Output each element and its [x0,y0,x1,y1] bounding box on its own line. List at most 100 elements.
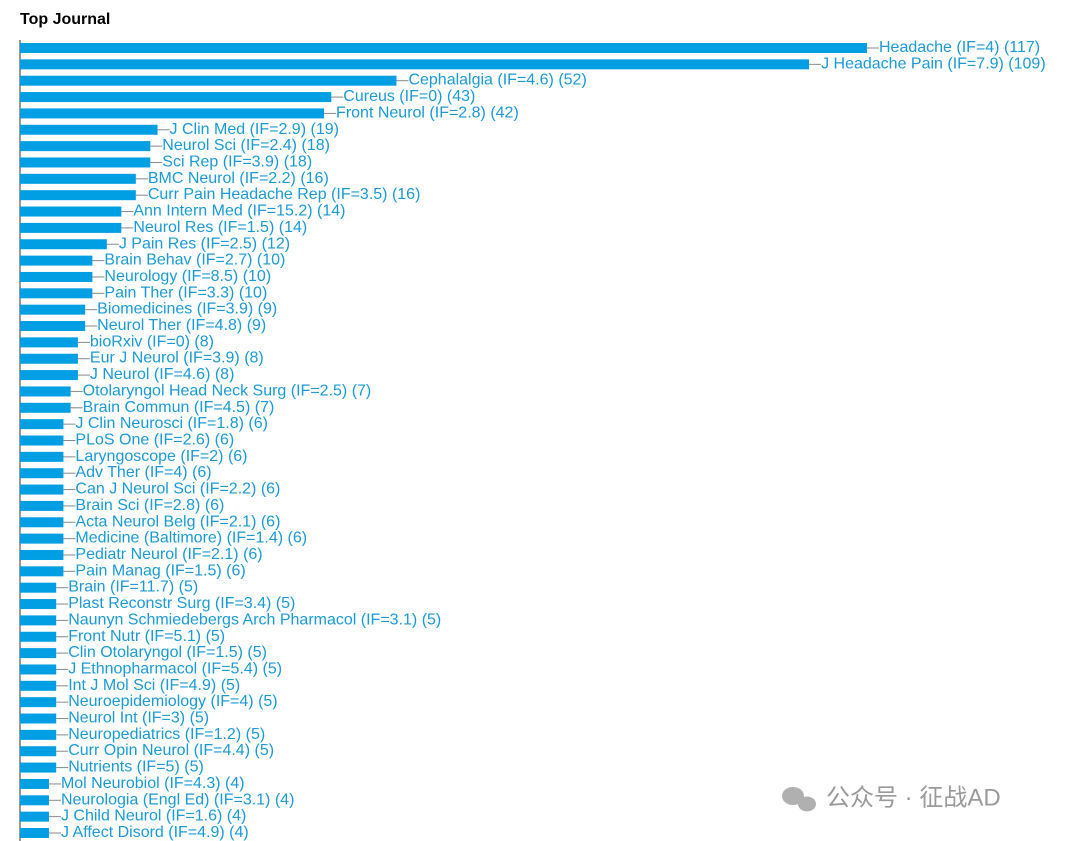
bar [20,435,64,446]
value-label: (5) [422,612,442,629]
category-label: Neurologia (Engl Ed) (IF=3.1) [61,792,270,809]
value-label: (10) [257,252,285,269]
value-label: (5) [254,742,274,759]
category-label: J Child Neurol (IF=1.6) [61,808,222,825]
value-label: (4) [229,824,249,841]
bar-label: Neurol Ther (IF=4.8) (9) [97,317,266,334]
bar-label: Front Nutr (IF=5.1) (5) [68,628,225,645]
bar-label: Eur J Neurol (IF=3.9) (8) [90,350,264,367]
bar [20,271,93,282]
category-label: Acta Neurol Belg (IF=2.1) [75,513,256,530]
category-label: Nutrients (IF=5) [68,759,180,776]
bar-label: Naunyn Schmiedebergs Arch Pharmacol (IF=… [68,612,441,629]
bar [20,190,136,201]
bar [20,648,57,659]
value-label: (8) [244,350,264,367]
bar-label: J Clin Med (IF=2.9) (19) [170,121,339,138]
bar-label: Otolaryngol Head Neck Surg (IF=2.5) (7) [83,383,372,400]
category-label: J Pain Res (IF=2.5) [119,235,257,252]
bar-label: Neurol Sci (IF=2.4) (18) [162,137,330,154]
bar-label: Laryngoscope (IF=2) (6) [75,448,247,465]
bar [20,517,64,528]
category-label: Neurology (IF=8.5) [104,268,238,285]
bar-label: Curr Opin Neurol (IF=4.4) (5) [68,742,274,759]
value-label: (52) [558,72,586,89]
bar [20,729,57,740]
bar-label: Neurol Int (IF=3) (5) [68,710,209,727]
value-label: (5) [184,759,204,776]
value-label: (109) [1008,56,1045,73]
bar [20,599,57,610]
bar-label: Acta Neurol Belg (IF=2.1) (6) [75,513,280,530]
value-label: (6) [261,513,281,530]
category-label: bioRxiv (IF=0) [90,334,190,351]
bar-label: Brain Commun (IF=4.5) (7) [83,399,275,416]
bar [20,222,122,233]
value-label: (9) [247,317,267,334]
value-label: (5) [258,693,278,710]
value-label: (10) [239,285,267,302]
category-label: Front Neurol (IF=2.8) [336,105,486,122]
value-label: (4) [227,808,247,825]
bar [20,141,151,152]
bar [20,828,49,838]
value-label: (42) [490,105,518,122]
bar-label: Neurologia (Engl Ed) (IF=3.1) (4) [61,792,294,809]
value-label: (5) [247,644,267,661]
value-label: (43) [447,88,475,105]
category-label: Ann Intern Med (IF=15.2) [133,203,312,220]
value-label: (9) [258,301,278,318]
bar-label: Mol Neurobiol (IF=4.3) (4) [61,775,245,792]
category-label: Can J Neurol Sci (IF=2.2) [75,481,256,498]
value-label: (6) [215,432,235,449]
bar [20,353,78,364]
category-label: Plast Reconstr Surg (IF=3.4) [68,595,271,612]
bar-label: Biomedicines (IF=3.9) (9) [97,301,277,318]
bar [20,419,64,430]
value-label: (19) [310,121,338,138]
category-label: Neurol Sci (IF=2.4) [162,137,297,154]
bar-label: Neuropediatrics (IF=1.2) (5) [68,726,265,743]
category-label: Clin Otolaryngol (IF=1.5) [68,644,243,661]
value-label: (16) [300,170,328,187]
bar-label: Medicine (Baltimore) (IF=1.4) (6) [75,530,307,547]
bar-label: Pain Manag (IF=1.5) (6) [75,563,245,580]
category-label: Cephalalgia (IF=4.6) [408,72,553,89]
value-label: (6) [192,464,212,481]
value-label: (6) [248,415,268,432]
category-label: Int J Mol Sci (IF=4.9) [68,677,216,694]
category-label: Curr Opin Neurol (IF=4.4) [68,742,250,759]
category-label: J Ethnopharmacol (IF=5.4) [68,661,258,678]
category-label: Biomedicines (IF=3.9) [97,301,253,318]
bar [20,43,867,53]
bar-label: BMC Neurol (IF=2.2) (16) [148,170,329,187]
bar-label: PLoS One (IF=2.6) (6) [75,432,234,449]
category-label: Otolaryngol Head Neck Surg (IF=2.5) [83,383,348,400]
bar-label: Neurology (IF=8.5) (10) [104,268,271,285]
bar [20,500,64,511]
value-label: (18) [284,154,312,171]
chart-title: Top Journal [20,11,110,28]
bar [20,75,397,86]
bar-label: Brain Sci (IF=2.8) (6) [75,497,224,514]
bar-label: Headache (IF=4) (117) [879,39,1040,56]
bar-label: J Affect Disord (IF=4.9) (4) [61,824,249,841]
bar [20,746,57,757]
category-label: J Clin Med (IF=2.9) [170,121,306,138]
category-label: Mol Neurobiol (IF=4.3) [61,775,221,792]
value-label: (117) [1004,39,1040,56]
bar-label: Brain (IF=11.7) (5) [68,579,198,596]
value-label: (8) [194,334,214,351]
value-label: (7) [255,399,275,416]
bar [20,124,158,135]
bar [20,615,57,626]
value-label: (6) [228,448,248,465]
bar [20,484,64,495]
category-label: BMC Neurol (IF=2.2) [148,170,296,187]
category-label: Brain Behav (IF=2.7) [104,252,252,269]
category-label: Eur J Neurol (IF=3.9) [90,350,240,367]
value-label: (6) [205,497,225,514]
bar [20,304,86,315]
category-label: Neurol Int (IF=3) [68,710,185,727]
bar [20,451,64,462]
